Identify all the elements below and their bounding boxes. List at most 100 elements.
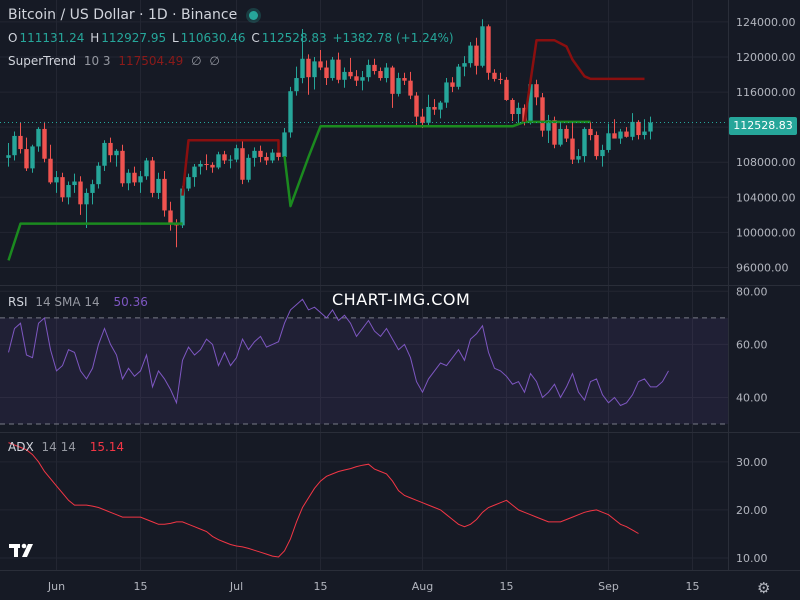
market-status-icon xyxy=(249,10,259,20)
symbol-title[interactable]: Bitcoin / US Dollar · 1D · Binance xyxy=(8,7,238,23)
time-tick-label: 15 xyxy=(314,580,328,593)
supertrend-up-symbol: ∅ xyxy=(191,54,202,68)
adx-legend[interactable]: ADX 14 14 15.14 xyxy=(8,440,128,454)
candle-body xyxy=(474,45,479,66)
candle-body xyxy=(330,59,335,79)
candle-body xyxy=(66,185,71,198)
candle-body xyxy=(426,106,431,123)
time-tick-label: Aug xyxy=(412,580,433,593)
candle-body xyxy=(300,58,305,79)
adx-tick-label: 10.00 xyxy=(736,552,768,565)
candle-body xyxy=(594,135,599,157)
candle-body xyxy=(588,128,593,136)
adx-label: ADX xyxy=(8,440,34,454)
candle-body xyxy=(444,82,449,103)
candle-body xyxy=(390,67,395,94)
candle-body xyxy=(192,166,197,178)
rsi-tick-label: 60.00 xyxy=(736,338,768,351)
adx-value: 15.14 xyxy=(89,440,125,454)
candle-body xyxy=(618,131,623,139)
candle-body xyxy=(576,156,581,160)
price-tick-label: 124000.00 xyxy=(736,16,796,29)
candle-body xyxy=(240,148,245,180)
candle-body xyxy=(366,64,371,78)
candle-body xyxy=(228,159,233,161)
price-tick-label: 104000.00 xyxy=(736,191,796,204)
rsi-band xyxy=(0,317,728,425)
candle-body xyxy=(558,128,563,145)
candle-body xyxy=(276,152,281,157)
rsi-legend[interactable]: RSI 14 SMA 14 50.36 xyxy=(8,295,152,309)
last-price-badge: 112528.83 xyxy=(729,117,797,135)
candle-body xyxy=(510,99,515,114)
supertrend-down-symbol: ∅ xyxy=(209,54,220,68)
candle-body xyxy=(480,26,485,66)
supertrend-label: SuperTrend xyxy=(8,54,76,68)
candle-body xyxy=(264,156,269,161)
low-label: L xyxy=(171,31,179,45)
rsi-value: 50.36 xyxy=(113,295,148,309)
supertrend-legend[interactable]: SuperTrend 10 3 117504.49 ∅ ∅ xyxy=(8,54,224,68)
candle-body xyxy=(18,135,23,150)
candle-body xyxy=(126,172,131,184)
candle-body xyxy=(438,102,443,110)
candle-body xyxy=(372,64,377,72)
candle-body xyxy=(360,77,365,81)
time-tick-label: 15 xyxy=(134,580,148,593)
supertrend-down-line xyxy=(523,39,645,123)
candle-body xyxy=(186,177,191,189)
rsi-tick-label: 40.00 xyxy=(736,391,768,404)
supertrend-up-line xyxy=(7,222,183,261)
candle-body xyxy=(72,181,77,186)
candle-body xyxy=(222,154,227,161)
tradingview-logo-icon[interactable] xyxy=(8,540,38,560)
candle-body xyxy=(324,67,329,79)
price-tick-label: 100000.00 xyxy=(736,226,796,239)
rsi-line xyxy=(8,298,669,407)
candle-body xyxy=(540,97,545,131)
candle-body xyxy=(54,177,59,183)
candle-body xyxy=(396,78,401,94)
candle-body xyxy=(180,188,185,226)
candle-body xyxy=(162,178,167,211)
candle-body xyxy=(288,91,293,133)
candle-body xyxy=(96,165,101,185)
adx-tick-label: 20.00 xyxy=(736,504,768,517)
candle-body xyxy=(12,135,17,156)
low-value: 110630.46 xyxy=(180,31,246,45)
price-tick-label: 120000.00 xyxy=(736,51,796,64)
candle-body xyxy=(60,177,65,198)
candle-body xyxy=(30,146,35,169)
candle-body xyxy=(516,107,521,114)
candle-body xyxy=(420,116,425,123)
open-value: 111131.24 xyxy=(19,31,85,45)
high-label: H xyxy=(90,31,100,45)
adx-line xyxy=(8,442,639,558)
candle-body xyxy=(354,76,359,81)
candle-body xyxy=(636,121,641,136)
time-tick-label: 15 xyxy=(500,580,514,593)
price-tick-label: 96000.00 xyxy=(736,261,789,274)
candle-body xyxy=(132,172,137,183)
time-tick-label: 15 xyxy=(686,580,700,593)
change-value: +1382.78 (+1.24%) xyxy=(332,31,454,45)
candle-body xyxy=(468,45,473,64)
watermark: CHART-IMG.COM xyxy=(332,290,471,309)
candle-body xyxy=(456,66,461,87)
candle-body xyxy=(24,149,29,169)
candle-body xyxy=(78,181,83,205)
time-tick-label: Jul xyxy=(229,580,243,593)
candle-body xyxy=(42,128,47,159)
candle-body xyxy=(624,131,629,137)
candle-body xyxy=(612,133,617,139)
candle-body xyxy=(534,84,539,98)
candle-body xyxy=(414,95,419,117)
candle-body xyxy=(90,184,95,193)
candle-body xyxy=(270,152,275,161)
supertrend-value: 117504.49 xyxy=(118,54,184,68)
candle-body xyxy=(48,158,53,183)
settings-gear-icon[interactable]: ⚙ xyxy=(757,579,771,597)
adx-tick-label: 30.00 xyxy=(736,456,768,469)
